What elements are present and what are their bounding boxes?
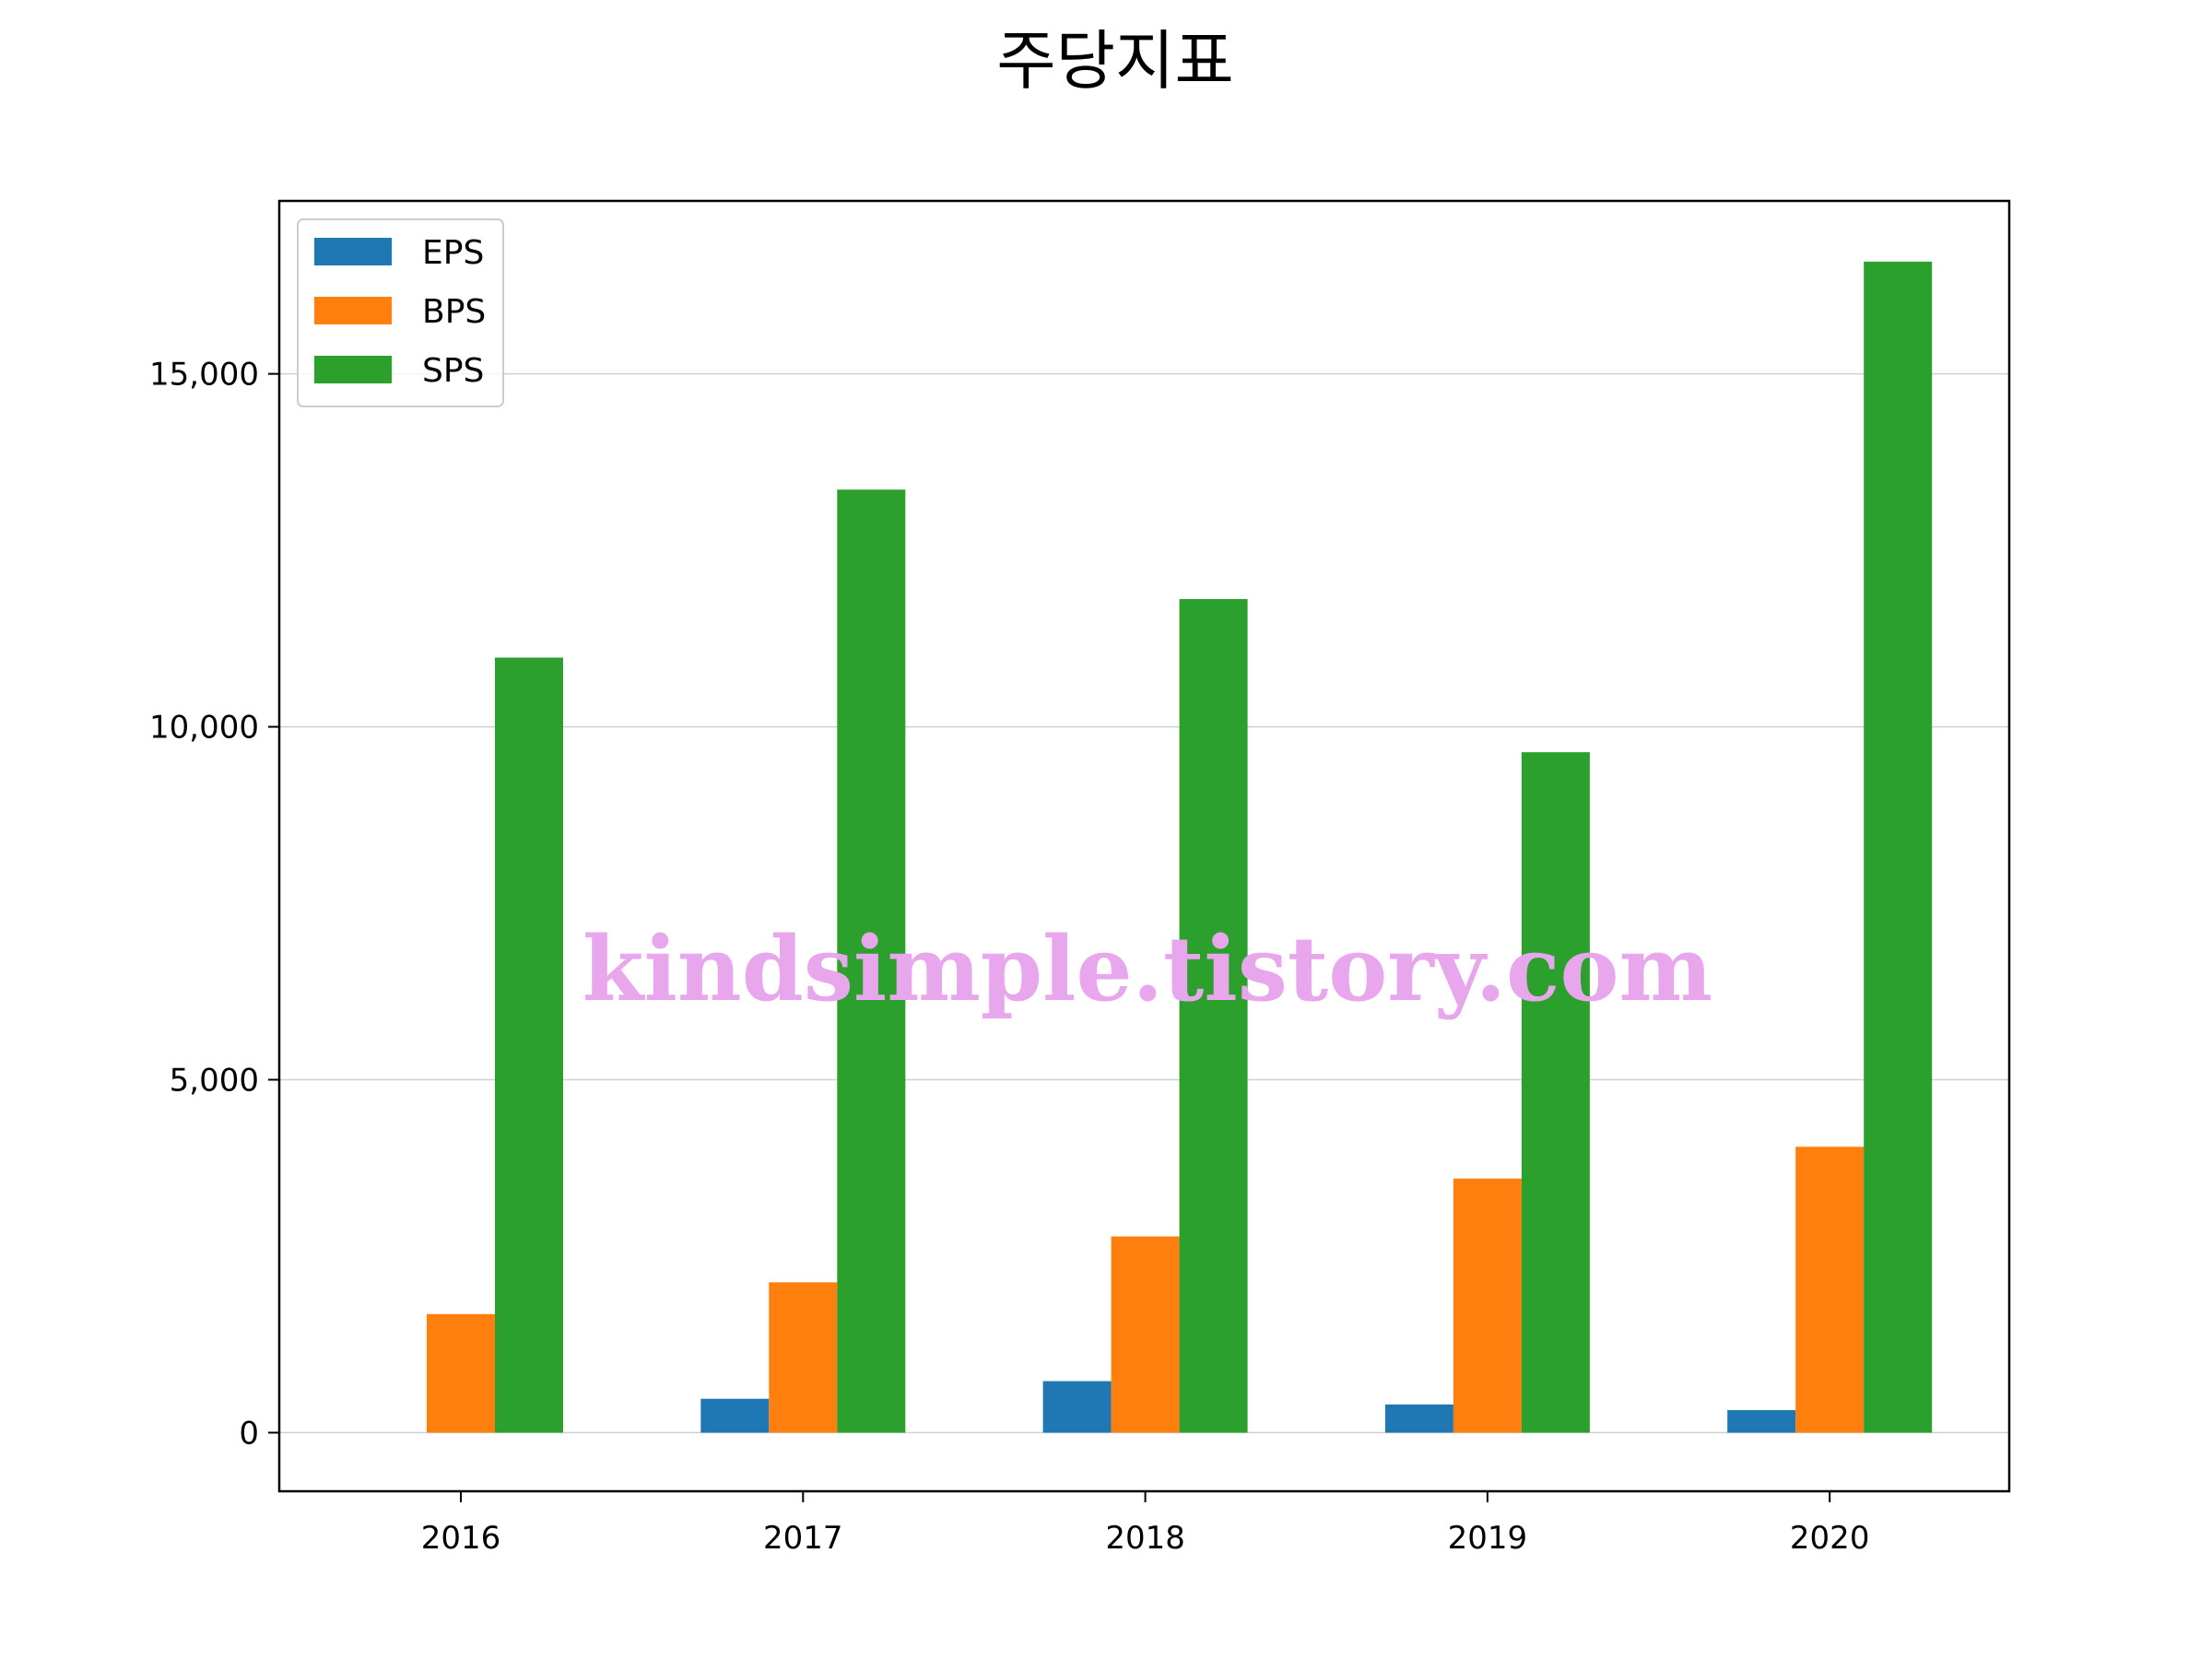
legend-label-eps: EPS <box>422 234 484 272</box>
bar-sps-2016 <box>495 657 563 1433</box>
legend-swatch-bps <box>314 297 392 324</box>
y-axis: 0 5,000 10,000 15,000 <box>149 357 279 1452</box>
x-tick-label: 2019 <box>1448 1520 1528 1557</box>
bar-bps-2018 <box>1111 1236 1180 1433</box>
legend: EPS BPS SPS <box>297 218 504 407</box>
bars <box>427 261 1933 1433</box>
bar-bps-2017 <box>769 1282 838 1433</box>
bar-bps-2019 <box>1453 1178 1522 1433</box>
y-tick-label: 10,000 <box>149 710 259 747</box>
bar-eps-2020 <box>1727 1409 1796 1433</box>
bar-eps-2019 <box>1384 1404 1453 1433</box>
bar-eps-2018 <box>1042 1381 1112 1433</box>
y-tick-label: 5,000 <box>170 1063 259 1100</box>
legend-label-sps: SPS <box>422 352 484 390</box>
plot-frame <box>277 199 2011 1493</box>
legend-swatch-sps <box>314 356 392 383</box>
bar-bps-2020 <box>1795 1147 1865 1433</box>
bar-sps-2020 <box>1864 261 1933 1433</box>
chart-title: 주당지표 <box>996 23 1234 99</box>
bar-sps-2019 <box>1521 752 1590 1433</box>
y-tick-label: 15,000 <box>149 357 259 394</box>
x-tick-label: 2016 <box>421 1520 501 1557</box>
bar-sps-2018 <box>1179 598 1248 1433</box>
bar-sps-2017 <box>837 489 906 1433</box>
bar-bps-2016 <box>427 1313 495 1433</box>
y-tick-label: 0 <box>239 1415 259 1452</box>
legend-swatch-eps <box>314 238 392 265</box>
x-axis: 2016 2017 2018 2019 2020 <box>421 1491 1870 1557</box>
x-tick-label: 2018 <box>1105 1520 1185 1557</box>
x-tick-label: 2017 <box>763 1520 843 1557</box>
watermark: kindsimple.tistory.com <box>582 917 1712 1021</box>
legend-label-bps: BPS <box>422 293 486 331</box>
bar-eps-2017 <box>700 1398 770 1433</box>
x-tick-label: 2020 <box>1790 1520 1870 1557</box>
